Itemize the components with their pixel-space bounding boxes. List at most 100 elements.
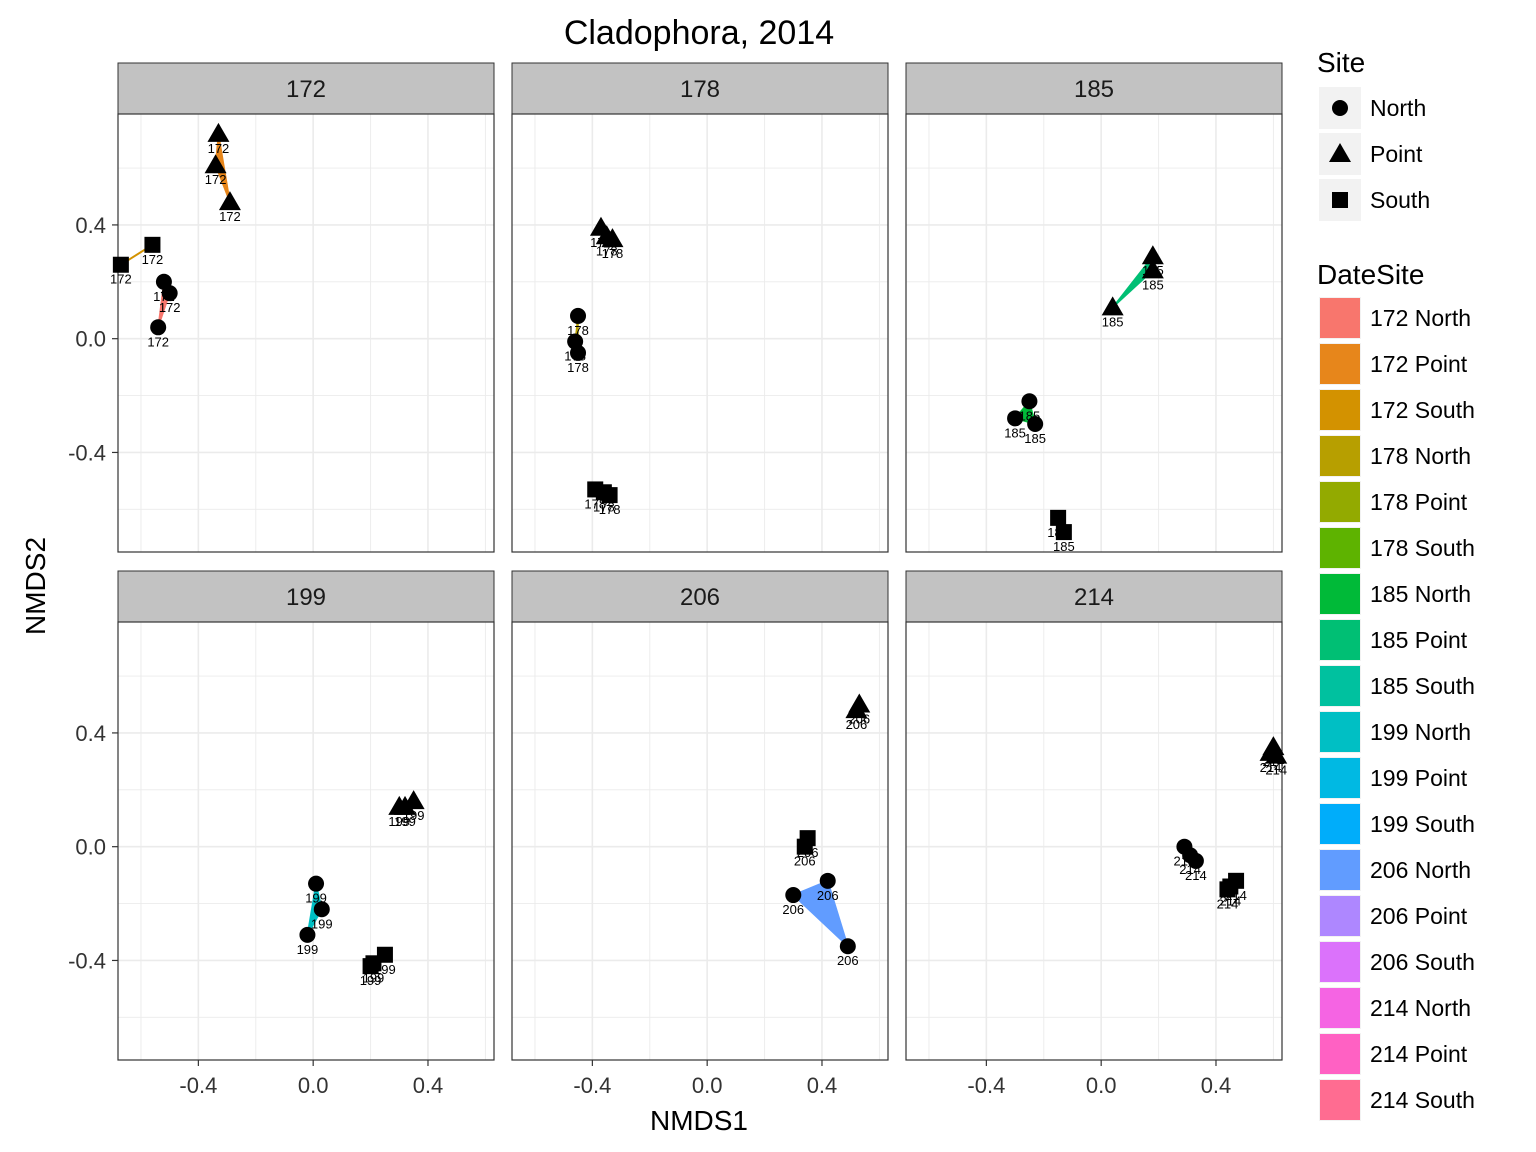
- facet-panel-214: 214214214214214214214214214214-0.40.00.4: [905, 570, 1288, 1098]
- x-axis-label: NMDS1: [650, 1105, 748, 1136]
- facet-panel-172: 172172172172172172172172172-0.40.00.4: [68, 62, 495, 553]
- datesite-legend-swatch: [1320, 482, 1360, 522]
- data-point-label: 199: [388, 814, 410, 829]
- panel-background: [118, 622, 494, 1060]
- datesite-legend-label: 199 North: [1370, 719, 1471, 745]
- data-point: [150, 319, 167, 336]
- datesite-legend-label: 214 South: [1370, 1087, 1475, 1113]
- data-point-label: 199: [297, 942, 319, 957]
- datesite-legend-swatch: [1320, 574, 1360, 614]
- panel-background: [512, 114, 888, 552]
- site-legend-symbol: [1332, 192, 1348, 208]
- datesite-legend-swatch: [1320, 528, 1360, 568]
- datesite-legend-swatch: [1320, 1080, 1360, 1120]
- datesite-legend-title: DateSite: [1317, 259, 1424, 290]
- datesite-legend-label: 172 Point: [1370, 351, 1468, 377]
- data-point: [1101, 296, 1124, 316]
- datesite-legend-label: 178 Point: [1370, 489, 1468, 515]
- datesite-legend-label: 185 North: [1370, 581, 1471, 607]
- data-point: [819, 872, 836, 889]
- data-point: [839, 938, 856, 955]
- data-point-label: 172: [159, 300, 181, 315]
- site-legend-title: Site: [1317, 47, 1365, 78]
- y-tick-label: -0.4: [68, 948, 106, 973]
- panel-border: [511, 113, 889, 553]
- x-tick-label: 0.4: [413, 1073, 444, 1098]
- data-point-label: 172: [219, 209, 241, 224]
- site-legend: Site North Point South: [1317, 47, 1430, 223]
- datesite-legend-label: 206 Point: [1370, 903, 1468, 929]
- datesite-legend-label: 185 Point: [1370, 627, 1468, 653]
- data-point-label: 178: [567, 360, 589, 375]
- datesite-legend-swatch: [1320, 942, 1360, 982]
- datesite-legend-swatch: [1320, 436, 1360, 476]
- facet-strip: [117, 62, 495, 115]
- panel-background: [118, 114, 494, 552]
- x-tick-label: 0.0: [298, 1073, 329, 1098]
- data-point-label: 206: [837, 953, 859, 968]
- data-point: [1055, 524, 1072, 541]
- datesite-legend-swatch: [1320, 896, 1360, 936]
- facet-strip-label: 172: [286, 76, 326, 103]
- data-point-label: 185: [1102, 314, 1124, 329]
- data-point: [1027, 416, 1044, 433]
- x-tick-label: 0.4: [1201, 1073, 1232, 1098]
- data-point-label: 172: [205, 172, 227, 187]
- panel-background: [906, 114, 1282, 552]
- facet-panels: 172172172172172172172172172-0.40.00.4178…: [68, 62, 1288, 1098]
- facet-panel-199: 199199199199199199199199199199-0.40.00.4…: [68, 570, 495, 1098]
- data-point-label: 199: [394, 814, 416, 829]
- facet-panel-206: 206206206206206206206206-0.40.00.4: [511, 570, 889, 1098]
- data-point: [313, 901, 330, 918]
- datesite-legend-label: 214 North: [1370, 995, 1471, 1021]
- data-point-label: 206: [782, 902, 804, 917]
- x-tick-label: -0.4: [179, 1073, 217, 1098]
- data-point: [1187, 852, 1204, 869]
- site-legend-label: Point: [1370, 141, 1423, 167]
- data-point-label: 172: [147, 334, 169, 349]
- data-point: [1219, 881, 1236, 898]
- data-point-label: 206: [794, 854, 816, 869]
- data-point: [207, 122, 230, 142]
- datesite-legend: DateSite 172 North 172 Point 172 South 178 …: [1317, 259, 1475, 1123]
- data-point-label: 185: [1142, 277, 1164, 292]
- datesite-legend-label: 199 South: [1370, 811, 1475, 837]
- data-point: [1007, 410, 1024, 427]
- hull-polygon: [791, 879, 850, 949]
- data-point: [1141, 245, 1164, 265]
- data-point-label: 172: [208, 141, 230, 156]
- data-point-label: 185: [1004, 425, 1026, 440]
- data-point: [1021, 393, 1038, 410]
- site-legend-symbol: [1329, 143, 1351, 162]
- panel-background: [512, 622, 888, 1060]
- datesite-legend-label: 206 South: [1370, 949, 1475, 975]
- data-point: [601, 487, 618, 504]
- y-tick-label: 0.0: [75, 327, 106, 352]
- data-point: [204, 154, 227, 174]
- x-tick-label: 0.0: [692, 1073, 723, 1098]
- site-legend-label: North: [1370, 95, 1426, 121]
- facet-strip: [117, 570, 495, 623]
- facet-strip-label: 199: [286, 584, 326, 611]
- datesite-legend-label: 185 South: [1370, 673, 1475, 699]
- datesite-legend-label: 206 North: [1370, 857, 1471, 883]
- y-tick-label: 0.0: [75, 835, 106, 860]
- data-point: [308, 875, 325, 892]
- panel-grid: [906, 622, 1282, 1060]
- data-point: [144, 236, 161, 253]
- datesite-legend-swatch: [1320, 850, 1360, 890]
- datesite-legend-swatch: [1320, 988, 1360, 1028]
- data-point: [601, 228, 624, 248]
- panel-grid: [906, 114, 1282, 552]
- data-point-label: 199: [403, 808, 425, 823]
- data-point-label: 185: [1024, 431, 1046, 446]
- datesite-legend-swatch: [1320, 804, 1360, 844]
- facet-strip: [511, 62, 889, 115]
- site-legend-key: [1317, 177, 1363, 223]
- panel-border: [511, 621, 889, 1061]
- data-point: [402, 790, 425, 810]
- datesite-legend-swatch: [1320, 758, 1360, 798]
- data-point: [112, 256, 129, 273]
- datesite-legend-swatch: [1320, 390, 1360, 430]
- x-tick-label: 0.4: [807, 1073, 838, 1098]
